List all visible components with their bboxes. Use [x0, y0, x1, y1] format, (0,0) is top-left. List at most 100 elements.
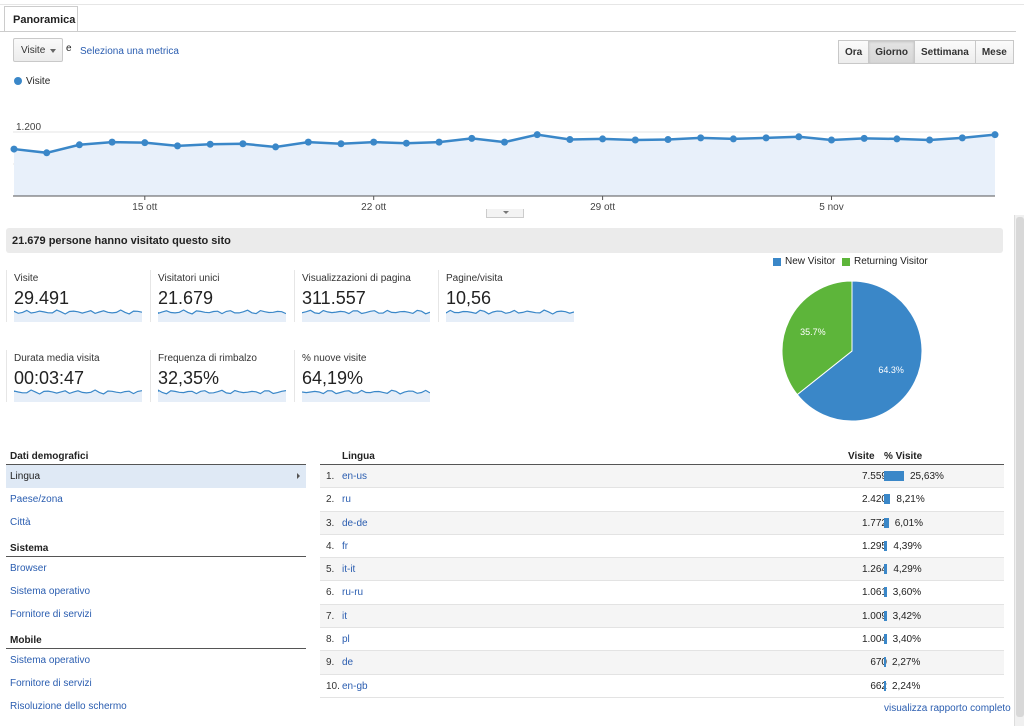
language-link[interactable]: en-us [342, 471, 368, 482]
period-mese-button[interactable]: Mese [974, 40, 1014, 64]
metric-tile[interactable]: Visualizzazioni di pagina 311.557 [294, 270, 430, 330]
metric-label: Visite [14, 273, 39, 284]
data-point [304, 138, 312, 146]
y-tick-label: 1.200 [16, 122, 41, 133]
dimension-section-title: Dati demografici [6, 448, 306, 465]
data-point [926, 136, 934, 144]
dimension-item[interactable]: Browser [10, 563, 47, 574]
language-table: Lingua Visite % Visite 1. en-us 7.559 25,63… [320, 448, 1004, 698]
chart-legend-label: Visite [26, 76, 51, 87]
data-point [599, 135, 607, 143]
period-ora-button[interactable]: Ora [838, 40, 870, 64]
chevron-down-icon [50, 49, 56, 53]
data-point [174, 142, 181, 150]
period-toggle-group: Ora Giorno Settimana Mese [838, 40, 1014, 64]
data-point [206, 140, 214, 148]
x-tick-label: 5 nov [819, 202, 843, 212]
data-point [828, 136, 835, 144]
metric-tile[interactable]: % nuove visite 64,19% [294, 350, 430, 410]
metric-tile[interactable]: Pagine/visita 10,56 [438, 270, 574, 330]
metric-sparkline [158, 309, 286, 322]
data-point [239, 140, 247, 148]
metric-label: Visitatori unici [158, 273, 220, 284]
col-header-visite: Visite [848, 451, 875, 462]
metric-select[interactable]: Visite [13, 38, 63, 62]
pie-slice [781, 280, 853, 396]
share-bar [884, 564, 888, 575]
pie-legend-returning: Returning Visitor [842, 256, 928, 267]
data-point [272, 143, 280, 151]
share-bar [884, 634, 887, 645]
metric-value: 21.679 [158, 288, 214, 308]
metric-tile[interactable]: Visitatori unici 21.679 [150, 270, 286, 330]
language-link[interactable]: it-it [342, 564, 356, 576]
language-link[interactable]: it [342, 610, 347, 622]
share-bar [884, 587, 887, 598]
share-percent: 3,42% [892, 610, 922, 622]
share-percent: 2,27% [892, 657, 921, 669]
pie-legend-new-label: New Visitor [785, 256, 836, 267]
pie-slice-label: 35.7% [800, 327, 826, 337]
data-point [697, 134, 705, 142]
dimension-item[interactable]: Fornitore di servizi [10, 678, 92, 689]
metric-tile[interactable]: Durata media visita 00:03:47 [6, 350, 142, 410]
language-link[interactable]: de-de [342, 517, 368, 529]
tab-panoramica[interactable]: Panoramica [4, 6, 78, 32]
row-index: 2. [326, 494, 335, 506]
dimension-item[interactable]: Sistema operativo [10, 586, 91, 597]
period-giorno-button[interactable]: Giorno [868, 40, 916, 64]
metric-sparkline [14, 309, 142, 322]
data-point [402, 139, 410, 147]
share-percent: 2,24% [892, 680, 921, 692]
and-label: e [66, 43, 72, 54]
full-report-link[interactable]: visualizza rapporto completo [884, 703, 1011, 714]
data-point [958, 134, 966, 142]
dimension-item[interactable]: Lingua [6, 465, 306, 488]
language-link[interactable]: pl [342, 634, 350, 646]
metric-tile[interactable]: Visite 29.491 [6, 270, 142, 330]
chart-expand-handle[interactable] [486, 209, 524, 218]
metric-tile[interactable]: Frequenza di rimbalzo 32,35% [150, 350, 286, 410]
share-percent: 6,01% [894, 517, 924, 529]
period-settimana-button[interactable]: Settimana [914, 40, 976, 64]
language-link[interactable]: ru [342, 494, 351, 506]
metric-label: Frequenza di rimbalzo [158, 353, 257, 364]
scrollbar-thumb[interactable] [1016, 217, 1024, 717]
table-row: 4. fr 1.295 4,39% [320, 535, 1004, 559]
visits-value: 1.004 [861, 634, 887, 646]
share-bar [884, 680, 886, 691]
share-percent: 3,60% [892, 587, 922, 599]
scrollbar[interactable] [1014, 215, 1024, 726]
legend-swatch [773, 257, 781, 266]
data-point [468, 134, 476, 142]
dimension-nav: Dati demografici Lingua Paese/zona Città Sis… [6, 448, 306, 718]
metric-label: Pagine/visita [446, 273, 503, 284]
top-border [0, 0, 1024, 5]
language-link[interactable]: en-gb [342, 680, 368, 692]
metric-value: 10,56 [446, 288, 492, 308]
language-link[interactable]: de [342, 657, 354, 669]
dimension-item[interactable]: Città [10, 517, 31, 528]
table-row: 3. de-de 1.772 6,01% [320, 511, 1004, 535]
dimension-item[interactable]: Paese/zona [10, 494, 63, 505]
visits-value: 2.420 [861, 494, 887, 506]
row-index: 6. [326, 587, 335, 599]
legend-dot-icon [14, 77, 22, 85]
dimension-item[interactable]: Risoluzione dello schermo [10, 701, 127, 712]
dimension-item[interactable]: Sistema operativo [10, 655, 91, 666]
row-index: 1. [326, 471, 335, 482]
dimension-item[interactable]: Fornitore di servizi [10, 609, 92, 620]
x-tick-label: 29 ott [590, 202, 615, 212]
language-link[interactable]: ru-ru [342, 587, 364, 599]
metric-value: 311.557 [302, 288, 366, 308]
data-point [762, 134, 770, 142]
summary-title: 21.679 persone hanno visitato questo sit… [6, 228, 1003, 253]
language-link[interactable]: fr [342, 540, 349, 552]
x-tick-label: 22 ott [361, 202, 386, 212]
pie-legend-new: New Visitor [773, 256, 835, 267]
row-index: 3. [326, 517, 335, 529]
col-header-pct: % Visite [884, 451, 923, 462]
table-row: 9. de 670 2,27% [320, 651, 1004, 675]
select-metric-link[interactable]: Seleziona una metrica [80, 46, 179, 57]
share-bar [884, 471, 904, 481]
